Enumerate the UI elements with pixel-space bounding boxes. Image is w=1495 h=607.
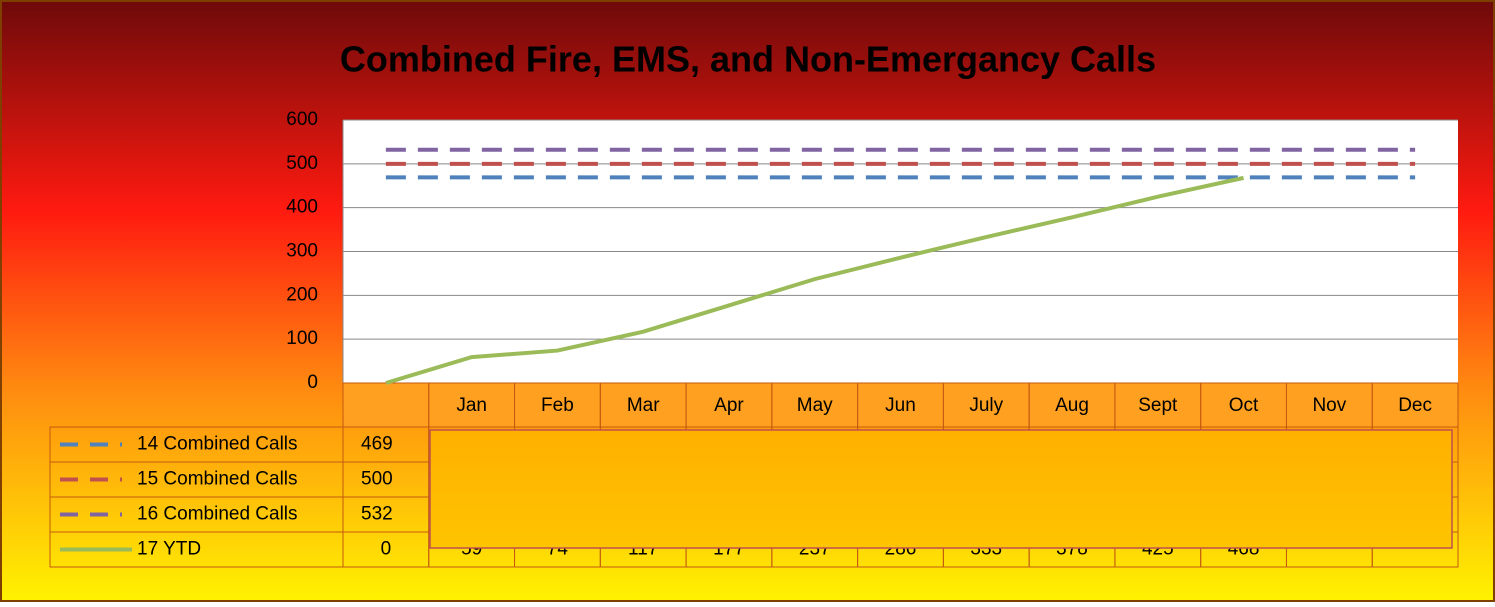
overlay-box	[429, 429, 1453, 549]
x-tick-label: Jun	[885, 395, 916, 416]
x-tick-label: Sept	[1138, 395, 1178, 416]
table-header-row	[342, 382, 1459, 428]
y-tick-label: 500	[286, 153, 318, 174]
series-line	[385, 175, 1245, 385]
table-value: 532	[361, 504, 393, 525]
y-tick-label: 600	[286, 109, 318, 130]
y-tick-label: 300	[286, 241, 318, 262]
x-tick-label: Nov	[1312, 395, 1346, 416]
x-tick-label: Feb	[541, 395, 574, 416]
y-tick-label: 0	[307, 372, 318, 393]
legend-label: 15 Combined Calls	[137, 469, 298, 490]
y-tick-label: 200	[286, 284, 318, 305]
y-tick-label: 100	[286, 328, 318, 349]
x-tick-label: Dec	[1398, 395, 1432, 416]
chart-title: Combined Fire, EMS, and Non-Emergancy Ca…	[340, 39, 1156, 80]
x-tick-label: Oct	[1229, 395, 1259, 416]
x-tick-label: Jan	[456, 395, 487, 416]
table-value: 500	[361, 469, 393, 490]
y-tick-label: 400	[286, 197, 318, 218]
x-tick-label: Mar	[627, 395, 660, 416]
x-tick-label: May	[797, 395, 833, 416]
x-tick-label: Aug	[1055, 395, 1089, 416]
table-value: 469	[361, 434, 393, 455]
legend-label: 14 Combined Calls	[137, 434, 298, 455]
legend-label: 17 YTD	[137, 539, 201, 560]
legend-label: 16 Combined Calls	[137, 504, 298, 525]
table-value: 0	[381, 539, 392, 560]
x-tick-label: July	[969, 395, 1003, 416]
x-tick-label: Apr	[714, 395, 744, 416]
